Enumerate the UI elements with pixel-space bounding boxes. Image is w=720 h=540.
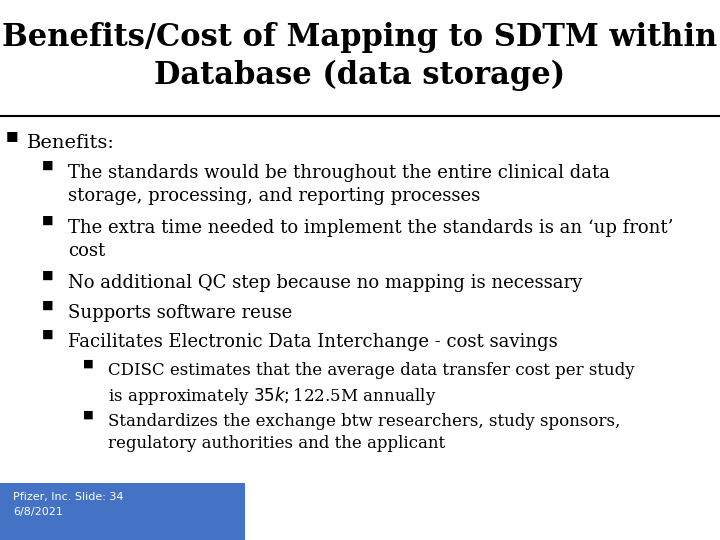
Text: ■: ■ (42, 299, 53, 312)
Text: The standards would be throughout the entire clinical data
storage, processing, : The standards would be throughout the en… (68, 164, 611, 205)
Text: Supports software reuse: Supports software reuse (68, 303, 292, 321)
Bar (0, 483, 245, 540)
Text: ■: ■ (83, 359, 94, 369)
Text: ■: ■ (42, 159, 53, 172)
Text: Benefits:: Benefits: (27, 134, 115, 152)
Text: ■: ■ (83, 409, 94, 420)
Text: Facilitates Electronic Data Interchange - cost savings: Facilitates Electronic Data Interchange … (68, 333, 558, 351)
Text: ■: ■ (42, 214, 53, 227)
Text: Benefits/Cost of Mapping to SDTM within
Database (data storage): Benefits/Cost of Mapping to SDTM within … (2, 22, 718, 91)
Text: CDISC estimates that the average data transfer cost per study
is approximately $: CDISC estimates that the average data tr… (108, 362, 634, 407)
Text: Standardizes the exchange btw researchers, study sponsors,
regulatory authoritie: Standardizes the exchange btw researcher… (108, 413, 621, 451)
Text: ■: ■ (6, 129, 18, 142)
Text: No additional QC step because no mapping is necessary: No additional QC step because no mapping… (68, 274, 582, 292)
Text: The extra time needed to implement the standards is an ‘up front’
cost: The extra time needed to implement the s… (68, 219, 674, 260)
Text: Pfizer, Inc. Slide: 34
6/8/2021: Pfizer, Inc. Slide: 34 6/8/2021 (13, 492, 123, 517)
Text: ■: ■ (42, 269, 53, 282)
Text: ■: ■ (42, 328, 53, 341)
